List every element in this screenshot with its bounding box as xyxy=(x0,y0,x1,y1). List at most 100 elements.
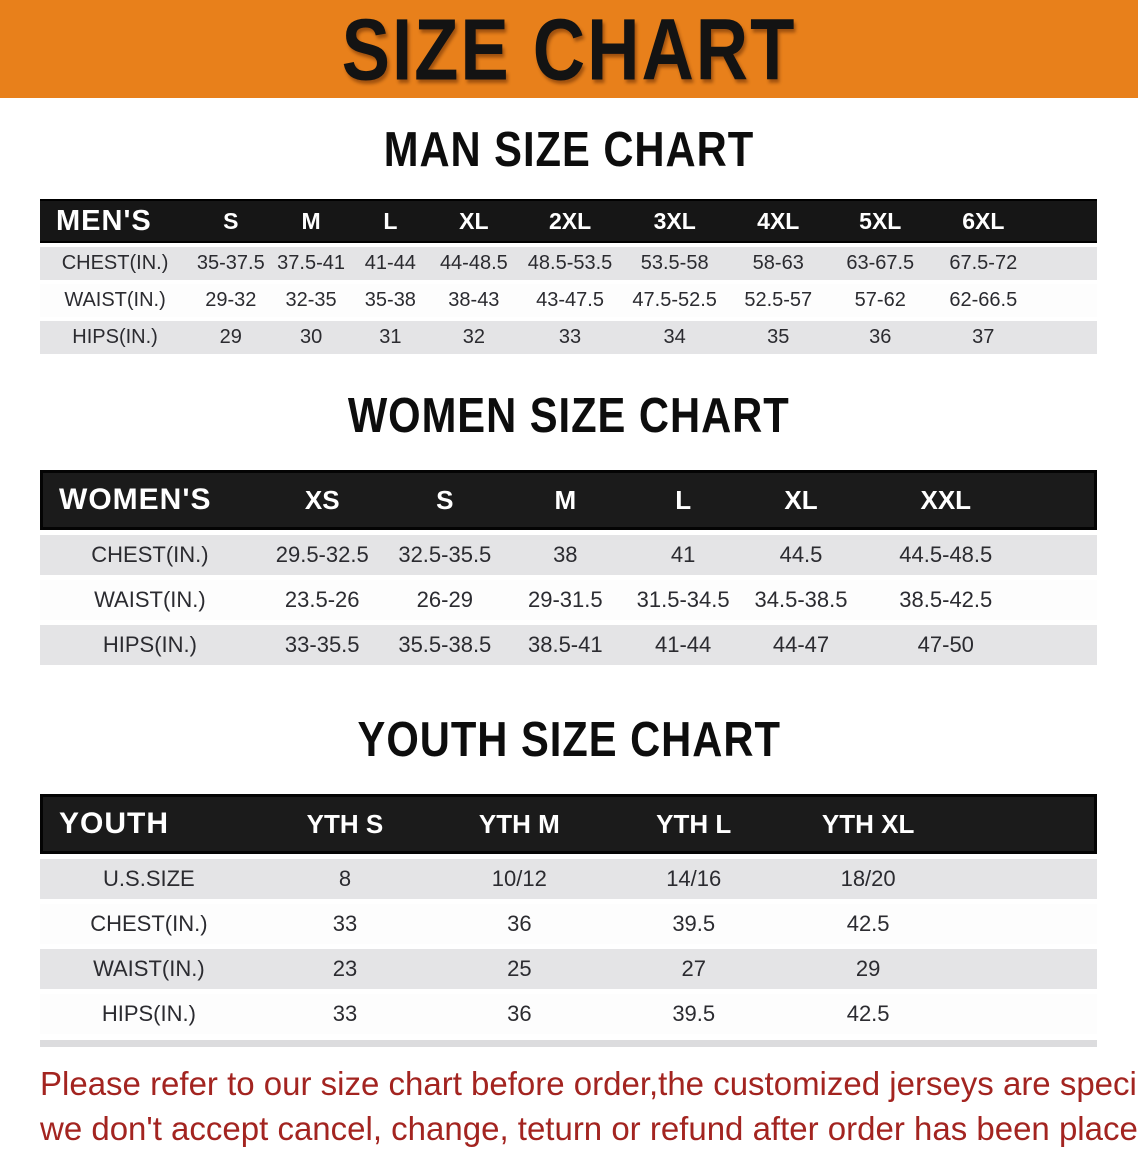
bottom-divider xyxy=(40,1040,1097,1047)
women-section-heading-text: WOMEN SIZE CHART xyxy=(348,388,790,444)
row-spacer xyxy=(1030,535,1097,575)
header-row: YOUTH YTH S YTH M YTH L YTH XL xyxy=(40,794,1097,854)
column-header-m: M xyxy=(505,470,626,530)
cell: 27 xyxy=(606,949,781,989)
cell: 35-37.5 xyxy=(190,247,272,280)
row-label: WAIST(IN.) xyxy=(40,949,258,989)
cell: 25 xyxy=(432,949,607,989)
cell: 44-48.5 xyxy=(430,247,518,280)
cell: 29.5-32.5 xyxy=(259,535,385,575)
column-header-s: S xyxy=(190,199,272,243)
column-header-yth-s: YTH S xyxy=(257,794,433,854)
row-spacer xyxy=(1030,625,1097,665)
row-spacer xyxy=(1030,580,1097,620)
cell: 31.5-34.5 xyxy=(625,580,741,620)
column-header-xs: XS xyxy=(259,470,385,530)
cell: 37.5-41 xyxy=(271,247,351,280)
cell: 36 xyxy=(829,321,931,354)
men-section-heading: MAN SIZE CHART xyxy=(0,122,1138,177)
column-header-yth-m: YTH M xyxy=(432,794,607,854)
cell: 36 xyxy=(432,994,607,1034)
cell: 38 xyxy=(505,535,626,575)
column-header-s: S xyxy=(384,470,506,530)
header-spacer xyxy=(1035,199,1097,243)
cell: 41-44 xyxy=(350,247,430,280)
cell: 57-62 xyxy=(829,284,931,317)
row-label: U.S.SIZE xyxy=(40,859,258,899)
banner: SIZE CHART xyxy=(0,0,1138,98)
row-spacer xyxy=(1035,247,1097,280)
cell: 36 xyxy=(432,904,607,944)
row-label: WAIST(IN.) xyxy=(40,580,260,620)
cell: 48.5-53.5 xyxy=(517,247,623,280)
column-header-yth-l: YTH L xyxy=(606,794,781,854)
cell: 26-29 xyxy=(384,580,506,620)
cell: 29 xyxy=(780,949,956,989)
row-spacer xyxy=(955,904,1097,944)
cell: 67.5-72 xyxy=(930,247,1036,280)
cell: 37 xyxy=(930,321,1036,354)
row-spacer xyxy=(955,859,1097,899)
header-row: WOMEN'S XS S M L XL XXL xyxy=(40,470,1097,530)
row-label: CHEST(IN.) xyxy=(40,904,258,944)
cell: 39.5 xyxy=(606,904,781,944)
header-spacer xyxy=(955,794,1097,854)
cell: 30 xyxy=(271,321,351,354)
column-header-xl: XL xyxy=(430,199,518,243)
disclaimer-line-1: Please refer to our size chart before or… xyxy=(40,1065,1138,1102)
cell: 10/12 xyxy=(432,859,607,899)
column-header-l: L xyxy=(350,199,430,243)
cell: 38.5-41 xyxy=(505,625,626,665)
cell: 33 xyxy=(517,321,623,354)
cell: 43-47.5 xyxy=(517,284,623,317)
youth-table-title: YOUTH xyxy=(40,794,258,854)
cell: 47-50 xyxy=(861,625,1031,665)
cell: 33-35.5 xyxy=(259,625,385,665)
row-spacer xyxy=(955,994,1097,1034)
table-row: WAIST(IN.) 23 25 27 29 xyxy=(40,949,1097,989)
cell: 47.5-52.5 xyxy=(622,284,727,317)
youth-size-table: YOUTH YTH S YTH M YTH L YTH XL U.S.SIZE 8 10/12… xyxy=(40,789,1097,1039)
row-label: CHEST(IN.) xyxy=(40,247,191,280)
cell: 38.5-42.5 xyxy=(861,580,1031,620)
cell: 31 xyxy=(350,321,430,354)
size-chart-content: MAN SIZE CHART MEN'S S M L XL 2XL 3XL 4XL 5XL 6XL… xyxy=(0,122,1138,1152)
table-row: HIPS(IN.) 33 36 39.5 42.5 xyxy=(40,994,1097,1034)
cell: 41 xyxy=(625,535,741,575)
cell: 42.5 xyxy=(780,994,956,1034)
cell: 32 xyxy=(430,321,518,354)
cell: 18/20 xyxy=(780,859,956,899)
column-header-4xl: 4XL xyxy=(727,199,830,243)
column-header-xl: XL xyxy=(740,470,862,530)
column-header-xxl: XXL xyxy=(861,470,1031,530)
table-row: HIPS(IN.) 33-35.5 35.5-38.5 38.5-41 41-44 44-… xyxy=(40,625,1097,665)
row-label: HIPS(IN.) xyxy=(40,625,260,665)
column-header-5xl: 5XL xyxy=(829,199,931,243)
column-header-l: L xyxy=(625,470,741,530)
table-row: CHEST(IN.) 33 36 39.5 42.5 xyxy=(40,904,1097,944)
column-header-2xl: 2XL xyxy=(517,199,623,243)
column-header-6xl: 6XL xyxy=(930,199,1036,243)
header-spacer xyxy=(1030,470,1097,530)
disclaimer: Please refer to our size chart before or… xyxy=(40,1062,1138,1152)
cell: 53.5-58 xyxy=(622,247,727,280)
men-section-heading-text: MAN SIZE CHART xyxy=(383,122,755,178)
women-table-title: WOMEN'S xyxy=(40,470,260,530)
row-spacer xyxy=(1035,284,1097,317)
table-row: CHEST(IN.) 29.5-32.5 32.5-35.5 38 41 44.5 44.5… xyxy=(40,535,1097,575)
cell: 33 xyxy=(257,904,433,944)
cell: 44.5-48.5 xyxy=(861,535,1031,575)
cell: 35-38 xyxy=(350,284,430,317)
column-header-m: M xyxy=(271,199,351,243)
column-header-yth-xl: YTH XL xyxy=(780,794,956,854)
youth-section-heading: YOUTH SIZE CHART xyxy=(0,712,1138,767)
men-table-title: MEN'S xyxy=(40,199,191,243)
table-row: WAIST(IN.) 29-32 32-35 35-38 38-43 43-47.5 47.… xyxy=(40,284,1097,317)
row-spacer xyxy=(1035,321,1097,354)
cell: 29-32 xyxy=(190,284,272,317)
table-row: CHEST(IN.) 35-37.5 37.5-41 41-44 44-48.5 48.5… xyxy=(40,247,1097,280)
row-label: WAIST(IN.) xyxy=(40,284,191,317)
cell: 35 xyxy=(727,321,830,354)
youth-section-heading-text: YOUTH SIZE CHART xyxy=(357,712,781,768)
women-section-heading: WOMEN SIZE CHART xyxy=(0,388,1138,443)
